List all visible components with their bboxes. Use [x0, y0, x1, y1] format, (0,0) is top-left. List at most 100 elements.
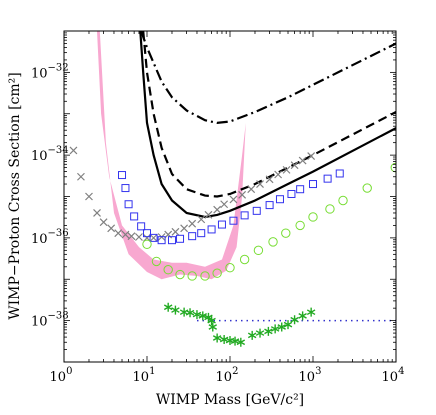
- asterisk-marker: [163, 302, 173, 312]
- asterisk-marker: [255, 328, 265, 338]
- circle-marker: [281, 228, 291, 238]
- cross-marker-series: [69, 146, 316, 242]
- square-marker: [229, 216, 238, 225]
- asterisk-marker: [277, 322, 286, 332]
- square-marker: [287, 189, 296, 198]
- square-marker: [176, 234, 185, 243]
- circle-marker: [187, 271, 197, 281]
- asterisk-marker: [207, 316, 216, 326]
- square-marker: [167, 236, 176, 245]
- cross-marker: [114, 229, 123, 238]
- x-tick-label: 101: [133, 366, 156, 385]
- square-marker: [188, 232, 197, 241]
- square-marker-series: [118, 169, 344, 245]
- asterisk-marker: [185, 308, 195, 318]
- asterisk-marker: [290, 315, 299, 325]
- cross-marker: [197, 215, 206, 224]
- asterisk-marker-series: [163, 302, 316, 347]
- circle-marker: [225, 263, 235, 273]
- cross-marker: [247, 185, 256, 194]
- limit-curve-solid: [139, 31, 396, 219]
- x-tick-label: 104: [382, 366, 405, 385]
- square-marker: [118, 171, 127, 180]
- cross-marker: [135, 233, 143, 241]
- x-tick-label: 100: [50, 366, 73, 385]
- cross-marker: [121, 230, 130, 239]
- asterisk-marker: [230, 336, 240, 346]
- asterisk-marker: [247, 330, 257, 340]
- square-marker: [265, 201, 274, 210]
- circle-marker: [163, 265, 173, 275]
- axis-ticks: 100 101 102 103 104 10−38 10−36 10−34 10−32: [31, 31, 404, 385]
- square-marker: [217, 220, 226, 229]
- circle-marker: [151, 256, 162, 267]
- y-tick-label: 10−32: [31, 62, 69, 81]
- limit-curve-dashdot: [140, 31, 396, 125]
- y-tick-label: 10−36: [31, 228, 69, 247]
- circle-marker: [200, 271, 210, 281]
- cross-marker: [213, 205, 222, 214]
- asterisk-marker: [171, 305, 180, 315]
- cross-marker: [298, 156, 307, 165]
- cross-marker: [307, 152, 316, 160]
- square-marker: [240, 211, 249, 220]
- y-axis-label: WIMP−Proton Cross Section [cm²]: [7, 72, 23, 320]
- cross-marker: [290, 161, 299, 170]
- asterisk-marker: [192, 310, 202, 320]
- square-marker: [335, 169, 344, 178]
- x-tick-label: 102: [216, 366, 239, 385]
- cross-marker: [220, 200, 229, 209]
- x-tick-label: 103: [299, 366, 322, 385]
- y-tick-label: 10−38: [31, 311, 69, 330]
- asterisk-marker: [298, 311, 307, 321]
- cross-marker: [204, 210, 213, 219]
- circle-marker: [239, 254, 250, 265]
- cross-marker: [238, 190, 247, 199]
- cross-marker: [180, 224, 189, 233]
- square-marker: [143, 229, 151, 238]
- asterisk-marker: [264, 326, 273, 336]
- asterisk-marker: [283, 320, 293, 330]
- square-marker: [275, 195, 284, 204]
- square-marker: [124, 200, 133, 209]
- circle-marker: [175, 269, 185, 280]
- cross-marker: [107, 224, 116, 233]
- cross-marker: [171, 227, 180, 236]
- cross-marker: [256, 180, 264, 188]
- cross-marker: [69, 146, 78, 155]
- square-marker: [130, 212, 139, 221]
- allowed-region-band: [97, 31, 246, 280]
- square-marker: [197, 229, 206, 238]
- square-marker: [207, 225, 216, 234]
- circle-marker-series: [142, 162, 396, 281]
- asterisk-marker: [212, 333, 222, 343]
- cross-marker: [99, 218, 108, 227]
- circle-marker: [362, 183, 372, 193]
- square-marker: [323, 174, 332, 183]
- cross-marker: [188, 219, 197, 228]
- circle-marker: [325, 204, 335, 214]
- circle-marker: [308, 212, 318, 222]
- square-marker: [309, 180, 317, 189]
- cross-marker: [265, 175, 274, 184]
- cross-marker: [274, 170, 283, 179]
- square-marker: [157, 236, 166, 245]
- square-marker: [121, 184, 130, 193]
- asterisk-marker: [306, 307, 316, 317]
- y-tick-label: 10−34: [31, 145, 69, 164]
- square-marker: [296, 185, 305, 194]
- square-marker: [137, 222, 146, 231]
- plot-area: [69, 31, 396, 347]
- cross-marker: [93, 209, 101, 217]
- cross-marker: [149, 233, 158, 242]
- cross-marker: [77, 172, 85, 181]
- cross-marker: [127, 232, 136, 241]
- circle-marker: [142, 239, 152, 249]
- cross-marker: [85, 192, 93, 201]
- circle-marker: [338, 195, 348, 206]
- cross-marker: [282, 165, 291, 174]
- square-marker: [149, 233, 158, 242]
- asterisk-marker: [198, 311, 208, 321]
- circle-marker: [295, 220, 305, 231]
